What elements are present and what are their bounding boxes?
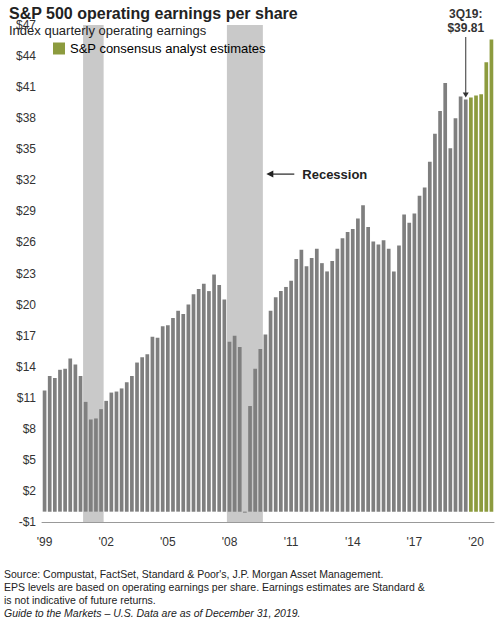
svg-text:'08: '08 bbox=[222, 535, 238, 549]
svg-text:$41: $41 bbox=[16, 80, 36, 94]
svg-text:$32: $32 bbox=[16, 173, 36, 187]
svg-text:S&P consensus analyst estimate: S&P consensus analyst estimates bbox=[70, 41, 266, 56]
svg-text:Index quarterly operating earn: Index quarterly operating earnings bbox=[9, 23, 207, 38]
svg-text:Recession: Recession bbox=[302, 167, 367, 182]
svg-text:$20: $20 bbox=[16, 298, 36, 312]
svg-text:$8: $8 bbox=[23, 422, 37, 436]
svg-text:S&P 500 operating earnings per: S&P 500 operating earnings per share bbox=[9, 5, 298, 22]
svg-text:$2: $2 bbox=[23, 484, 37, 498]
svg-text:$44: $44 bbox=[16, 49, 36, 63]
svg-text:'17: '17 bbox=[407, 535, 423, 549]
svg-text:EPS levels are based on operat: EPS levels are based on operating earnin… bbox=[4, 581, 425, 593]
svg-text:$17: $17 bbox=[16, 329, 36, 343]
svg-text:$14: $14 bbox=[16, 360, 36, 374]
svg-text:$38: $38 bbox=[16, 111, 36, 125]
svg-text:is not indicative of future re: is not indicative of future returns. bbox=[4, 594, 156, 606]
svg-text:'20: '20 bbox=[468, 535, 484, 549]
svg-text:$5: $5 bbox=[23, 453, 37, 467]
svg-text:$35: $35 bbox=[16, 142, 36, 156]
svg-text:'14: '14 bbox=[345, 535, 361, 549]
svg-text:$26: $26 bbox=[16, 235, 36, 249]
svg-text:$11: $11 bbox=[17, 391, 36, 405]
svg-text:$23: $23 bbox=[16, 267, 36, 281]
svg-text:Source: Compustat, FactSet, St: Source: Compustat, FactSet, Standard & P… bbox=[4, 568, 383, 580]
svg-text:Guide to the Markets – U.S. Da: Guide to the Markets – U.S. Data are as … bbox=[4, 607, 301, 619]
svg-text:-$1: -$1 bbox=[19, 515, 37, 529]
svg-text:'11: '11 bbox=[284, 535, 299, 549]
svg-text:'05: '05 bbox=[160, 535, 176, 549]
svg-text:$29: $29 bbox=[16, 204, 36, 218]
svg-text:'99: '99 bbox=[37, 535, 53, 549]
svg-text:'02: '02 bbox=[98, 535, 114, 549]
svg-text:3Q19:: 3Q19: bbox=[449, 7, 482, 21]
svg-text:$39.81: $39.81 bbox=[447, 21, 484, 35]
